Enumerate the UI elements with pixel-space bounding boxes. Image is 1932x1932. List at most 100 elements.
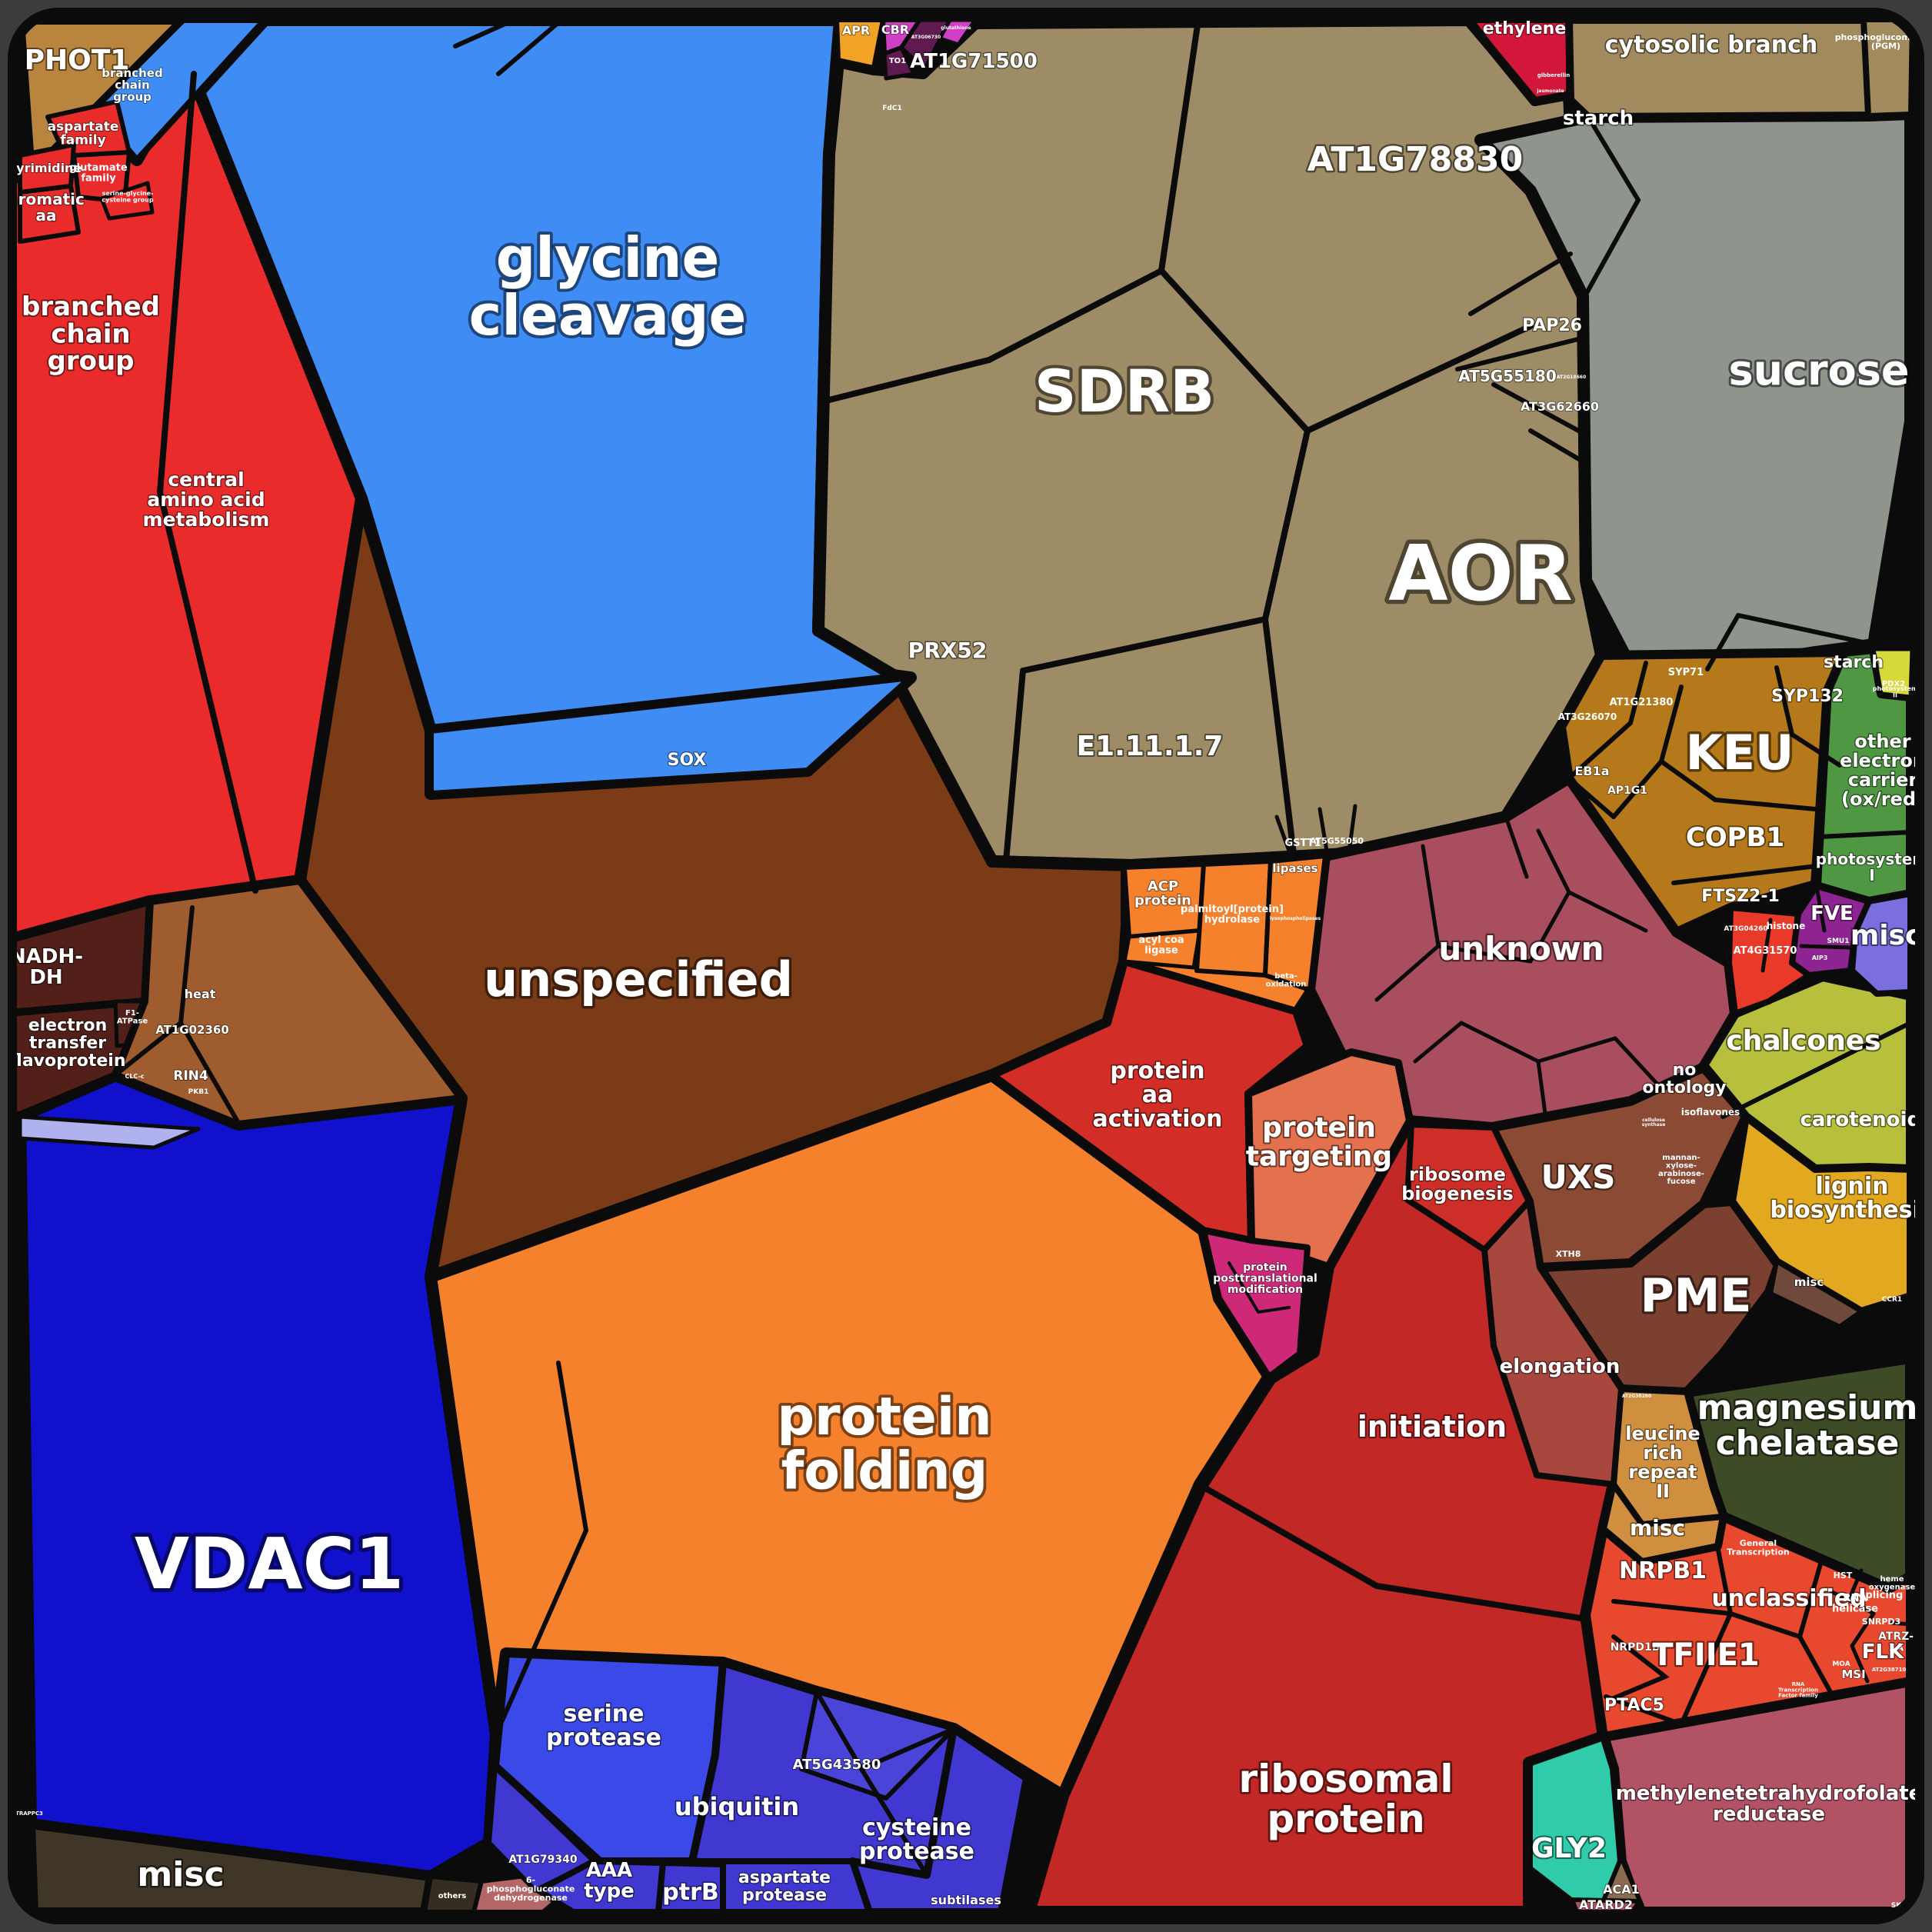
glutathione[interactable] xyxy=(938,18,978,47)
cysteine-protease-label: cysteine protease xyxy=(859,1814,974,1865)
trappc3-label: TRAPPC3 xyxy=(15,1810,43,1817)
unspecified-label: unspecified xyxy=(484,951,793,1008)
cell-divider xyxy=(1468,251,1573,316)
to1-label: TO1 xyxy=(889,57,906,65)
misc-slate[interactable] xyxy=(1849,891,1914,997)
f1-atpase-label: F1-ATPase xyxy=(117,1009,148,1025)
cell-divider xyxy=(1850,1611,1876,1684)
misc-brown[interactable] xyxy=(1768,1259,1864,1329)
at3g04260-label: AT3G04260 xyxy=(1724,925,1767,933)
cbr-label: CBR xyxy=(881,22,909,37)
atard2[interactable] xyxy=(1570,1897,1642,1914)
aromatic-aa-label: aromatic aa xyxy=(8,190,85,225)
elongation[interactable] xyxy=(1481,1198,1624,1487)
at5g43580[interactable] xyxy=(799,1690,956,1800)
phosphoglucomutase-label: phosphoglucomutase (PGM) xyxy=(1835,32,1932,51)
cell-divider xyxy=(1659,759,1817,811)
cell-divider xyxy=(1198,1483,1589,1622)
cell-divider xyxy=(1760,918,1773,973)
cell-divider xyxy=(1274,814,1293,858)
gly2[interactable] xyxy=(1525,1733,1625,1910)
pkb1-label: PKB1 xyxy=(188,1088,209,1096)
histone-cluster[interactable] xyxy=(1726,904,1812,1017)
at5g55050-label: AT5G55050 xyxy=(1310,836,1364,846)
to1[interactable] xyxy=(882,45,916,81)
sox[interactable] xyxy=(428,675,914,797)
cell-divider xyxy=(1304,323,1534,434)
cell-divider xyxy=(1567,890,1648,933)
ethylene[interactable] xyxy=(1467,17,1572,103)
chalcones-label: chalcones xyxy=(1726,1025,1880,1057)
serine-protease-label: serine protease xyxy=(546,1700,661,1751)
other-electron-carrier-label: other electron carrier (ox/red) xyxy=(1840,731,1926,810)
cell-divider xyxy=(1567,776,1616,819)
lipases[interactable] xyxy=(1263,854,1327,992)
aromatic-aa[interactable] xyxy=(18,184,81,244)
pdx2-starch-cells[interactable] xyxy=(1871,647,1914,699)
others-label: others xyxy=(438,1892,466,1900)
photosystem-ii-label: photosystem II xyxy=(1873,685,1918,698)
cell-divider xyxy=(1817,830,1913,839)
photosystem-i-label: photosystem I xyxy=(1816,850,1928,884)
lavender-sliver[interactable] xyxy=(18,1114,201,1150)
gstt1-label: GSTT1 xyxy=(1284,838,1321,849)
cell-divider xyxy=(1604,1694,1684,1727)
cell-divider xyxy=(1720,1021,1913,1119)
gly2-label: GLY2 xyxy=(1531,1833,1607,1864)
at5g43580-label: AT5G43580 xyxy=(793,1757,881,1773)
carotenoids-label: carotenoids xyxy=(1800,1108,1932,1131)
at3g26070-label: AT3G26070 xyxy=(1558,711,1617,722)
lignin-biosynthesis[interactable] xyxy=(1728,1113,1914,1315)
misc-brown-label: misc xyxy=(1794,1275,1824,1289)
branched-chain-small[interactable] xyxy=(91,17,268,163)
general-transcription-label: General Transcription xyxy=(1727,1538,1790,1557)
copb1-label: COPB1 xyxy=(1686,822,1784,853)
gibberellin-label: gibberellin xyxy=(1537,72,1571,78)
aaa-type[interactable] xyxy=(535,1858,666,1915)
cell-divider xyxy=(1413,1021,1464,1064)
keu-region-label: KEU xyxy=(1686,724,1794,781)
hst-label: HST xyxy=(1834,1571,1853,1581)
ser-gly-cys-group[interactable] xyxy=(99,181,155,221)
cell-divider xyxy=(1262,616,1297,857)
beta-oxidation-label: beta-oxidation xyxy=(1266,972,1307,988)
acyl-coa-ligase-label: acyl coa ligase xyxy=(1138,934,1184,957)
acyl-coa-ligase[interactable] xyxy=(1122,928,1202,970)
cell-divider xyxy=(1774,665,1842,768)
cell-divider xyxy=(986,268,1164,363)
cell-divider xyxy=(156,71,258,894)
unclassified-label: unclassified xyxy=(1711,1585,1866,1612)
glycine-cleavage-label: glycine cleavage xyxy=(469,225,747,348)
protein-posttranslational[interactable] xyxy=(1201,1227,1311,1380)
unknown-label: unknown xyxy=(1438,930,1604,968)
nadh-dh-label: NADH-DH xyxy=(9,945,83,989)
ribosome-biogenesis-label: ribosome biogenesis xyxy=(1401,1164,1514,1204)
jasmonate-label: jasmonate xyxy=(1536,88,1564,94)
ptrb[interactable] xyxy=(655,1860,726,1915)
smu1-label: SMU1 xyxy=(1827,938,1849,945)
cell-divider xyxy=(1736,613,1876,647)
cell-divider xyxy=(1317,807,1330,858)
cell-divider xyxy=(494,1361,589,1737)
snrpd3-label: SNRPD3 xyxy=(1862,1617,1900,1627)
cell-divider xyxy=(1227,1261,1260,1314)
cell-divider xyxy=(1020,616,1268,674)
at3g06730[interactable] xyxy=(899,18,952,72)
vdac1[interactable] xyxy=(17,1069,502,1883)
apr[interactable] xyxy=(834,18,885,70)
splicing-label: splicing xyxy=(1860,1590,1904,1601)
cell-divider xyxy=(1814,884,1827,933)
pyrimidine-label: pyrimidine xyxy=(8,161,82,175)
at5g55180-label: AT5G55180 xyxy=(1458,367,1556,385)
rna-tf-family-label: RNA Transcription Factor family xyxy=(1778,1681,1818,1699)
heat-label: heat xyxy=(185,987,216,1001)
aca1-label: ACA1 xyxy=(1603,1882,1640,1897)
cytosolic-branch[interactable] xyxy=(1565,17,1873,121)
at1g78830-label: AT1G78830 xyxy=(1307,140,1523,179)
protein-aa-activation-label: protein aa activation xyxy=(1092,1058,1222,1132)
ser-gly-cys-group-label: serine-glycine-cysteine group xyxy=(102,190,153,203)
at3g62660-label: AT3G62660 xyxy=(1521,399,1599,414)
cell-divider xyxy=(1671,864,1819,885)
cell-divider xyxy=(496,18,564,76)
